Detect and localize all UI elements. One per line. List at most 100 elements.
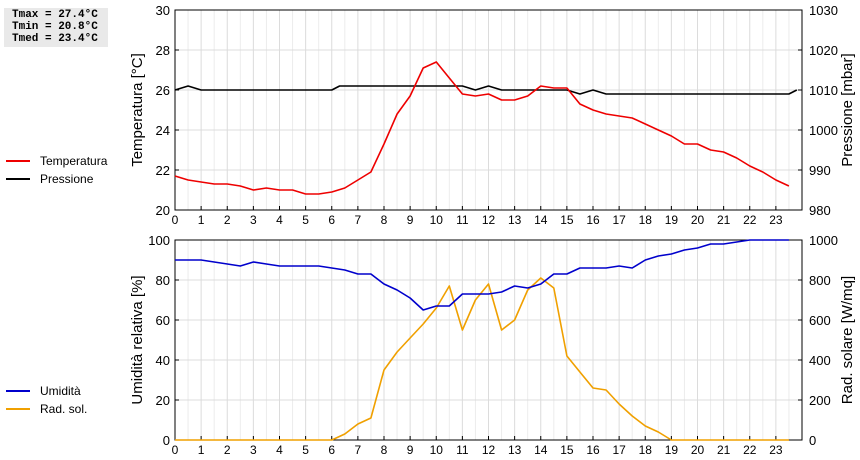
x-tick-label: 1 bbox=[198, 443, 205, 457]
legend-item-umidita: Umidità bbox=[6, 382, 87, 400]
x-tick-label: 10 bbox=[430, 213, 444, 227]
y-tick-label: 22 bbox=[156, 163, 170, 178]
x-tick-label: 0 bbox=[172, 213, 179, 227]
x-tick-label: 1 bbox=[198, 213, 205, 227]
x-tick-label: 20 bbox=[691, 443, 705, 457]
x-tick-label: 0 bbox=[172, 443, 179, 457]
x-tick-label: 11 bbox=[456, 443, 469, 457]
legend-swatch-rad-sol bbox=[6, 408, 30, 410]
y2-axis-title-bottom: Rad. solare [W/mq] bbox=[839, 276, 856, 404]
y-tick-label: 24 bbox=[156, 123, 170, 138]
x-tick-label: 16 bbox=[586, 443, 600, 457]
top-legend: Temperatura Pressione bbox=[6, 152, 107, 188]
tmax-text: Tmax = 27.4°C bbox=[12, 9, 98, 21]
x-tick-label: 22 bbox=[743, 213, 757, 227]
y2-tick-label: 1010 bbox=[809, 83, 838, 98]
y-tick-label: 20 bbox=[156, 203, 170, 218]
x-tick-label: 13 bbox=[508, 213, 522, 227]
x-tick-label: 22 bbox=[743, 443, 757, 457]
x-tick-label: 17 bbox=[612, 443, 626, 457]
x-tick-label: 23 bbox=[769, 443, 783, 457]
y-tick-label: 80 bbox=[156, 273, 170, 288]
x-tick-label: 2 bbox=[224, 443, 231, 457]
x-tick-label: 16 bbox=[586, 213, 600, 227]
x-tick-label: 2 bbox=[224, 213, 231, 227]
legend-swatch-temperatura bbox=[6, 160, 30, 162]
y2-tick-label: 1000 bbox=[809, 123, 838, 138]
x-tick-label: 21 bbox=[717, 213, 731, 227]
x-tick-label: 20 bbox=[691, 213, 705, 227]
y2-tick-label: 1000 bbox=[809, 233, 838, 248]
y2-tick-label: 400 bbox=[809, 353, 831, 368]
y-tick-label: 60 bbox=[156, 313, 170, 328]
y-tick-label: 30 bbox=[156, 3, 170, 18]
series-line-pressione bbox=[174, 85, 798, 95]
legend-item-temperatura: Temperatura bbox=[6, 152, 107, 170]
x-tick-label: 6 bbox=[328, 213, 335, 227]
x-tick-label: 14 bbox=[534, 213, 548, 227]
x-tick-label: 4 bbox=[276, 443, 283, 457]
x-tick-label: 8 bbox=[381, 213, 388, 227]
y2-tick-label: 200 bbox=[809, 393, 831, 408]
y2-tick-label: 980 bbox=[809, 203, 831, 218]
y2-tick-label: 1030 bbox=[809, 3, 838, 18]
x-tick-label: 19 bbox=[665, 443, 679, 457]
legend-swatch-pressione bbox=[6, 178, 30, 180]
legend-item-pressione: Pressione bbox=[6, 170, 107, 188]
legend-item-rad-sol: Rad. sol. bbox=[6, 400, 87, 418]
y-tick-label: 100 bbox=[148, 233, 170, 248]
x-tick-label: 3 bbox=[250, 213, 257, 227]
x-tick-label: 15 bbox=[560, 443, 574, 457]
legend-label-pressione: Pressione bbox=[40, 172, 94, 186]
bottom-legend: Umidità Rad. sol. bbox=[6, 382, 87, 418]
legend-swatch-umidita bbox=[6, 390, 30, 392]
legend-label-rad-sol: Rad. sol. bbox=[40, 402, 88, 416]
legend-label-temperatura: Temperatura bbox=[40, 154, 108, 168]
y2-tick-label: 800 bbox=[809, 273, 831, 288]
x-tick-label: 12 bbox=[482, 213, 496, 227]
x-tick-label: 4 bbox=[276, 213, 283, 227]
x-tick-label: 12 bbox=[482, 443, 496, 457]
y2-tick-label: 600 bbox=[809, 313, 831, 328]
x-tick-label: 7 bbox=[355, 443, 362, 457]
series-line-rad-sol bbox=[175, 277, 789, 441]
series-line-temperatura bbox=[174, 61, 790, 195]
y-tick-label: 20 bbox=[156, 393, 170, 408]
x-tick-label: 8 bbox=[381, 443, 388, 457]
x-tick-label: 18 bbox=[639, 213, 653, 227]
y2-axis-title-top: Pressione [mbar] bbox=[839, 53, 856, 166]
x-tick-label: 3 bbox=[250, 443, 257, 457]
x-tick-label: 23 bbox=[769, 213, 783, 227]
y-tick-label: 28 bbox=[156, 43, 170, 58]
x-tick-label: 21 bbox=[717, 443, 731, 457]
chart-bottom: 0 1 2 3 4 5 6 7 8 9 10 11 12 13 14 15 16 17 18 19 20 21 22 2302… bbox=[129, 233, 856, 457]
x-tick-label: 6 bbox=[328, 443, 335, 457]
x-tick-label: 10 bbox=[430, 443, 444, 457]
stats-box: Tmax = 27.4°C Tmin = 20.8°C Tmed = 23.4°… bbox=[4, 8, 108, 47]
x-tick-label: 13 bbox=[508, 443, 522, 457]
y-axis-title-top: Temperatura [°C] bbox=[129, 53, 146, 167]
legend-label-umidita: Umidità bbox=[40, 384, 81, 398]
x-tick-label: 11 bbox=[456, 213, 469, 227]
x-tick-label: 18 bbox=[639, 443, 653, 457]
x-tick-label: 5 bbox=[302, 443, 309, 457]
grid-bottom bbox=[174, 239, 803, 441]
x-tick-label: 9 bbox=[407, 213, 414, 227]
tmin-text: Tmin = 20.8°C bbox=[12, 21, 98, 33]
y2-tick-label: 0 bbox=[809, 433, 816, 448]
y-axis-title-bottom: Umidità relativa [%] bbox=[129, 275, 146, 404]
x-tick-label: 9 bbox=[407, 443, 414, 457]
y-tick-label: 0 bbox=[163, 433, 170, 448]
y2-tick-label: 1020 bbox=[809, 43, 838, 58]
x-tick-label: 19 bbox=[665, 213, 679, 227]
x-tick-label: 17 bbox=[612, 213, 626, 227]
x-tick-label: 7 bbox=[355, 213, 362, 227]
grid-top bbox=[174, 9, 803, 211]
tmed-text: Tmed = 23.4°C bbox=[12, 33, 98, 45]
chart-top: 0 1 2 3 4 5 6 7 8 9 10 11 12 13 14 15 16 17 18 19 20 21 22 2320… bbox=[129, 3, 856, 227]
x-tick-label: 14 bbox=[534, 443, 548, 457]
y-tick-label: 40 bbox=[156, 353, 170, 368]
y-tick-label: 26 bbox=[156, 83, 170, 98]
x-tick-label: 5 bbox=[302, 213, 309, 227]
